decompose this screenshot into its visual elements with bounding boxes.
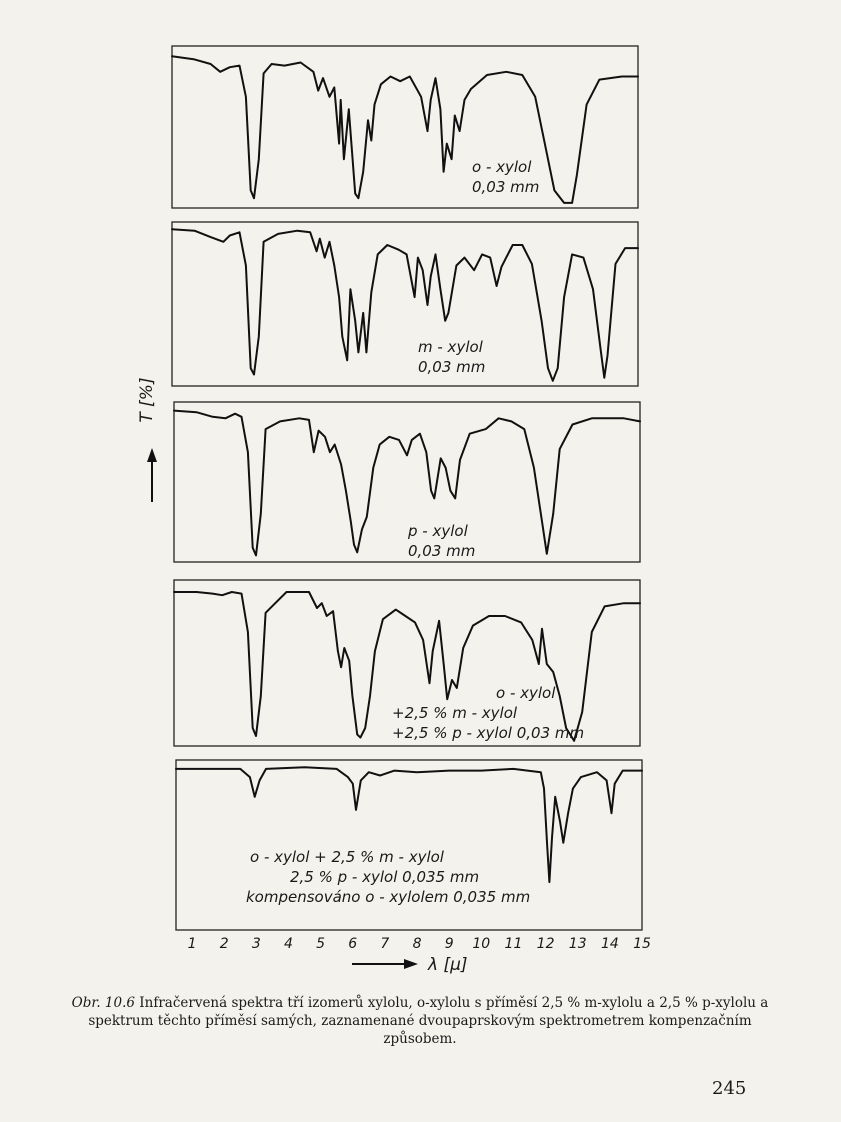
x-tick-label: 15 xyxy=(633,936,651,952)
y-axis-label-text: T [%] xyxy=(137,377,157,422)
spectrum-trace xyxy=(175,766,643,884)
x-tick-label: 5 xyxy=(316,936,325,952)
panel-label-line: kompensováno o - xylolem 0,035 mm xyxy=(246,888,530,906)
spectrum-trace xyxy=(171,55,639,204)
x-tick-label: 1 xyxy=(188,936,197,952)
spectrum-panel: p - xylol 0,03 mm xyxy=(173,401,641,563)
panel-label-line: m - xylol xyxy=(418,338,484,356)
panel-frame xyxy=(173,579,641,747)
panel-label-line: 0,03 mm xyxy=(408,542,475,560)
panel-label-line: 0,03 mm xyxy=(472,178,539,196)
page-number: 245 xyxy=(712,1078,747,1099)
panel-label-line: o - xylol + 2,5 % m - xylol xyxy=(250,848,445,866)
panel-frame xyxy=(171,45,639,209)
y-axis-label: T [%] xyxy=(137,377,157,502)
x-axis-label: λ [μ] xyxy=(352,955,468,975)
panel-frame xyxy=(175,759,643,931)
spectrum-trace xyxy=(171,228,639,382)
panel-frame xyxy=(173,401,641,563)
panel-label-line: 2,5 % p - xylol 0,035 mm xyxy=(290,868,479,886)
spectrum-panel: o - xylol + 2,5 % m - xylol 2,5 % p - xyl… xyxy=(175,759,643,931)
x-axis-label-text: λ [μ] xyxy=(427,955,468,975)
panel-frame xyxy=(171,221,639,387)
panel-label-line: o - xylol xyxy=(496,684,556,702)
spectrum-trace xyxy=(173,591,641,742)
spectrum-panel: m - xylol 0,03 mm xyxy=(171,221,639,387)
x-tick-label: 3 xyxy=(252,936,261,952)
panel-label-line: +2,5 % p - xylol 0,03 mm xyxy=(392,724,584,742)
figure-caption: Obr. 10.6 Infračervená spektra tří izome… xyxy=(70,994,770,1048)
caption-text: Infračervená spektra tří izomerů xylolu,… xyxy=(88,995,769,1047)
spectrum-trace xyxy=(173,409,641,557)
x-tick-label: 4 xyxy=(284,936,293,952)
x-tick-label: 14 xyxy=(601,936,619,952)
panel-label-line: +2,5 % m - xylol xyxy=(392,704,518,722)
x-tick-label: 12 xyxy=(537,936,555,952)
panel-label-line: o - xylol xyxy=(472,158,532,176)
x-tick-label: 10 xyxy=(472,936,490,952)
x-tick-label: 11 xyxy=(505,936,523,952)
spectrum-panel: o - xylol +2,5 % m - xylol +2,5 % p - xylo… xyxy=(173,579,641,747)
x-tick-label: 6 xyxy=(348,936,357,952)
x-tick-label: 2 xyxy=(220,936,229,952)
x-tick-label: 13 xyxy=(569,936,587,952)
caption-figure-label: Obr. 10.6 xyxy=(71,995,135,1011)
x-tick-label: 8 xyxy=(413,936,422,952)
x-tick-label: 7 xyxy=(380,936,389,952)
panel-label-line: 0,03 mm xyxy=(418,358,485,376)
x-axis-ticks: 1 2 3 4 5 6 7 8 9 10 11 12 13 14 15 xyxy=(188,936,651,952)
x-tick-label: 9 xyxy=(445,936,454,952)
spectrum-panel: o - xylol 0,03 mm xyxy=(171,45,639,209)
panel-label-line: p - xylol xyxy=(407,522,469,540)
